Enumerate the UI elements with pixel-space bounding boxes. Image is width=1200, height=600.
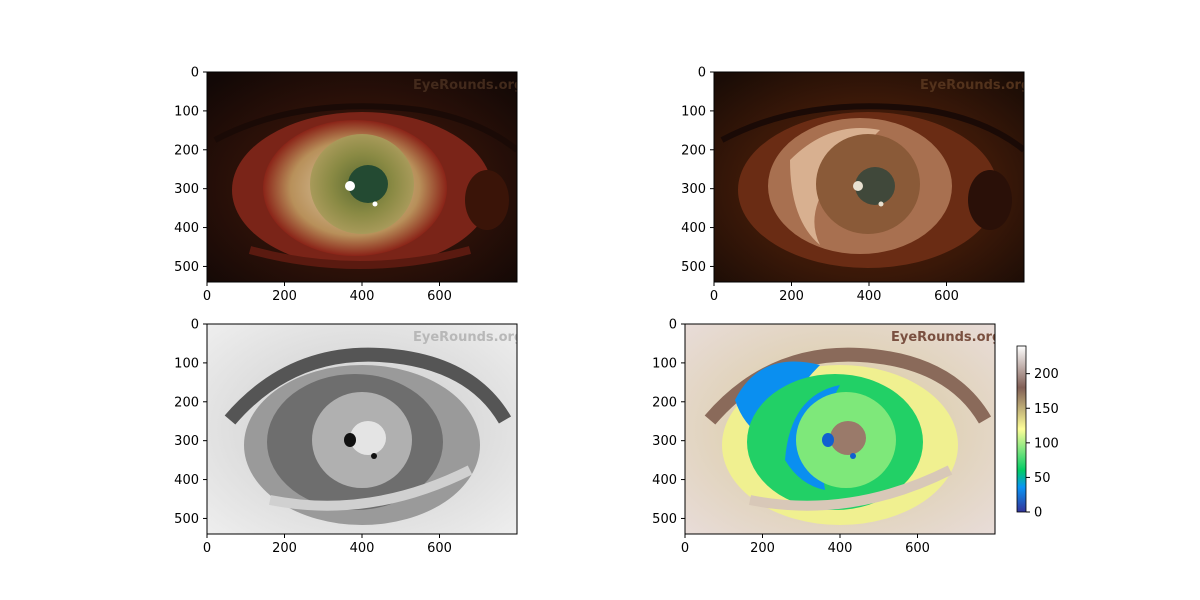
y-tick-label: 400 bbox=[681, 221, 706, 236]
quantized-photo-image: EyeRounds.org bbox=[714, 72, 1030, 282]
y-tick-label: 0 bbox=[669, 318, 677, 333]
y-tick-label: 500 bbox=[652, 512, 677, 527]
colorbar-tick-label: 0 bbox=[1034, 506, 1042, 521]
y-tick-label: 300 bbox=[174, 434, 199, 449]
x-tick-label: 200 bbox=[272, 289, 297, 304]
y-tick-label: 100 bbox=[174, 104, 199, 119]
panel-grayscale-segmentation: EyeRounds.org 0 200 400 600 0 100 200 300 400 500 bbox=[174, 318, 523, 556]
x-tick-label: 200 bbox=[779, 289, 804, 304]
y-tick-label: 0 bbox=[698, 66, 706, 81]
y-tick-label: 100 bbox=[681, 104, 706, 119]
x-tick-label: 600 bbox=[427, 289, 452, 304]
y-tick-label: 500 bbox=[681, 260, 706, 275]
terrain-colorbar: 0 50 100 150 200 bbox=[1016, 345, 1059, 521]
x-tick-label: 400 bbox=[350, 289, 375, 304]
y-tick-label: 100 bbox=[174, 356, 199, 371]
x-tick-label: 200 bbox=[750, 541, 775, 556]
y-tick-label: 200 bbox=[174, 395, 199, 410]
x-tick-label: 0 bbox=[710, 289, 718, 304]
watermark-text: EyeRounds.org bbox=[413, 330, 523, 345]
panel-color-quantized-photo: EyeRounds.org 0 200 400 600 0 100 200 300 400 500 bbox=[681, 66, 1030, 304]
panel-original-photo: EyeRounds.org 0 200 400 600 0 100 200 300 400 500 bbox=[174, 66, 523, 304]
colorbar-tick-label: 200 bbox=[1034, 367, 1059, 382]
colorbar-tick-label: 150 bbox=[1034, 402, 1059, 417]
y-tick-label: 300 bbox=[174, 182, 199, 197]
y-tick-label: 400 bbox=[652, 473, 677, 488]
y-tick-label: 200 bbox=[174, 143, 199, 158]
x-tick-label: 200 bbox=[272, 541, 297, 556]
x-tick-label: 400 bbox=[828, 541, 853, 556]
y-tick-label: 300 bbox=[681, 182, 706, 197]
x-tick-label: 600 bbox=[905, 541, 930, 556]
y-tick-label: 300 bbox=[652, 434, 677, 449]
y-tick-label: 400 bbox=[174, 473, 199, 488]
watermark-text: EyeRounds.org bbox=[891, 330, 1001, 345]
x-tick-label: 0 bbox=[681, 541, 689, 556]
x-tick-label: 400 bbox=[350, 541, 375, 556]
y-tick-label: 100 bbox=[652, 356, 677, 371]
colorbar-tick-label: 100 bbox=[1034, 436, 1059, 451]
y-tick-label: 500 bbox=[174, 260, 199, 275]
y-tick-label: 200 bbox=[652, 395, 677, 410]
original-photo-image: EyeRounds.org bbox=[207, 72, 523, 282]
panel-terrain-segmentation: EyeRounds.org 0 200 400 600 0 100 200 300 400 500 bbox=[652, 318, 1001, 556]
grayscale-image: EyeRounds.org bbox=[207, 324, 523, 534]
x-tick-label: 600 bbox=[427, 541, 452, 556]
colorbar-gradient bbox=[1016, 345, 1027, 513]
x-tick-label: 600 bbox=[934, 289, 959, 304]
watermark-text: EyeRounds.org bbox=[920, 78, 1030, 93]
terrain-image: EyeRounds.org bbox=[685, 324, 1001, 534]
y-tick-label: 400 bbox=[174, 221, 199, 236]
x-tick-label: 0 bbox=[203, 541, 211, 556]
x-tick-label: 400 bbox=[857, 289, 882, 304]
colorbar-tick-label: 50 bbox=[1034, 471, 1051, 486]
y-tick-label: 200 bbox=[681, 143, 706, 158]
watermark-text: EyeRounds.org bbox=[413, 78, 523, 93]
y-tick-label: 0 bbox=[191, 318, 199, 333]
x-tick-label: 0 bbox=[203, 289, 211, 304]
y-tick-label: 500 bbox=[174, 512, 199, 527]
y-tick-label: 0 bbox=[191, 66, 199, 81]
